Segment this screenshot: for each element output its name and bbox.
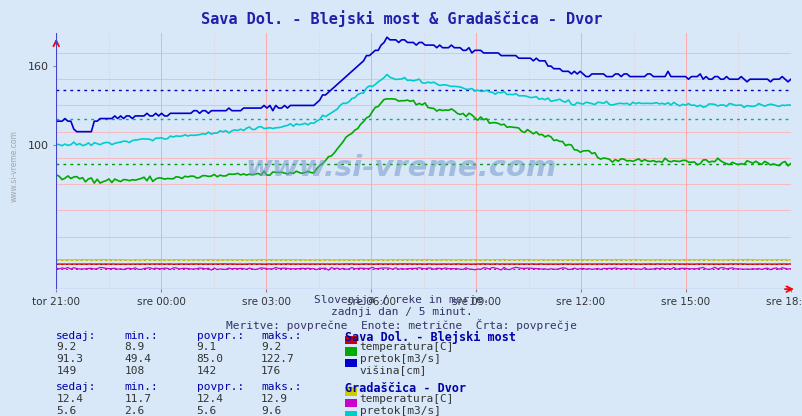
Text: 149: 149 (56, 366, 76, 376)
Bar (345, 336, 356, 344)
Text: 12.9: 12.9 (261, 394, 288, 404)
Text: povpr.:: povpr.: (196, 382, 244, 392)
Bar (345, 411, 356, 416)
Text: www.si-vreme.com: www.si-vreme.com (245, 154, 557, 183)
Text: maks.:: maks.: (261, 382, 301, 392)
Text: maks.:: maks.: (261, 331, 301, 341)
Text: sedaj:: sedaj: (56, 382, 96, 392)
Bar (345, 399, 356, 407)
Text: temperatura[C]: temperatura[C] (359, 342, 454, 352)
Text: Sava Dol. - Blejski most & Gradaščica - Dvor: Sava Dol. - Blejski most & Gradaščica - … (200, 10, 602, 27)
Text: 8.9: 8.9 (124, 342, 144, 352)
Text: pretok[m3/s]: pretok[m3/s] (359, 354, 440, 364)
Bar (345, 387, 356, 396)
Text: povpr.:: povpr.: (196, 331, 244, 341)
Text: min.:: min.: (124, 331, 158, 341)
Text: 108: 108 (124, 366, 144, 376)
Text: pretok[m3/s]: pretok[m3/s] (359, 406, 440, 416)
Text: 142: 142 (196, 366, 217, 376)
Text: sedaj:: sedaj: (56, 331, 96, 341)
Text: 11.7: 11.7 (124, 394, 152, 404)
Text: 9.6: 9.6 (261, 406, 281, 416)
Text: višina[cm]: višina[cm] (359, 366, 427, 376)
Text: 91.3: 91.3 (56, 354, 83, 364)
Text: 49.4: 49.4 (124, 354, 152, 364)
Text: www.si-vreme.com: www.si-vreme.com (10, 131, 18, 202)
Text: 5.6: 5.6 (196, 406, 217, 416)
Text: 85.0: 85.0 (196, 354, 224, 364)
Text: temperatura[C]: temperatura[C] (359, 394, 454, 404)
Text: Slovenija / reke in morje.: Slovenija / reke in morje. (314, 295, 488, 305)
Bar (345, 347, 356, 356)
Text: 9.1: 9.1 (196, 342, 217, 352)
Text: zadnji dan / 5 minut.: zadnji dan / 5 minut. (330, 307, 472, 317)
Text: 122.7: 122.7 (261, 354, 294, 364)
Text: 2.6: 2.6 (124, 406, 144, 416)
Text: Sava Dol. - Blejski most: Sava Dol. - Blejski most (345, 331, 516, 344)
Text: Gradaščica - Dvor: Gradaščica - Dvor (345, 382, 466, 395)
Text: 5.6: 5.6 (56, 406, 76, 416)
Text: 176: 176 (261, 366, 281, 376)
Text: Meritve: povprečne  Enote: metrične  Črta: povprečje: Meritve: povprečne Enote: metrične Črta:… (225, 319, 577, 332)
Bar (345, 359, 356, 367)
Text: 9.2: 9.2 (261, 342, 281, 352)
Text: 12.4: 12.4 (56, 394, 83, 404)
Text: min.:: min.: (124, 382, 158, 392)
Text: 9.2: 9.2 (56, 342, 76, 352)
Text: 12.4: 12.4 (196, 394, 224, 404)
